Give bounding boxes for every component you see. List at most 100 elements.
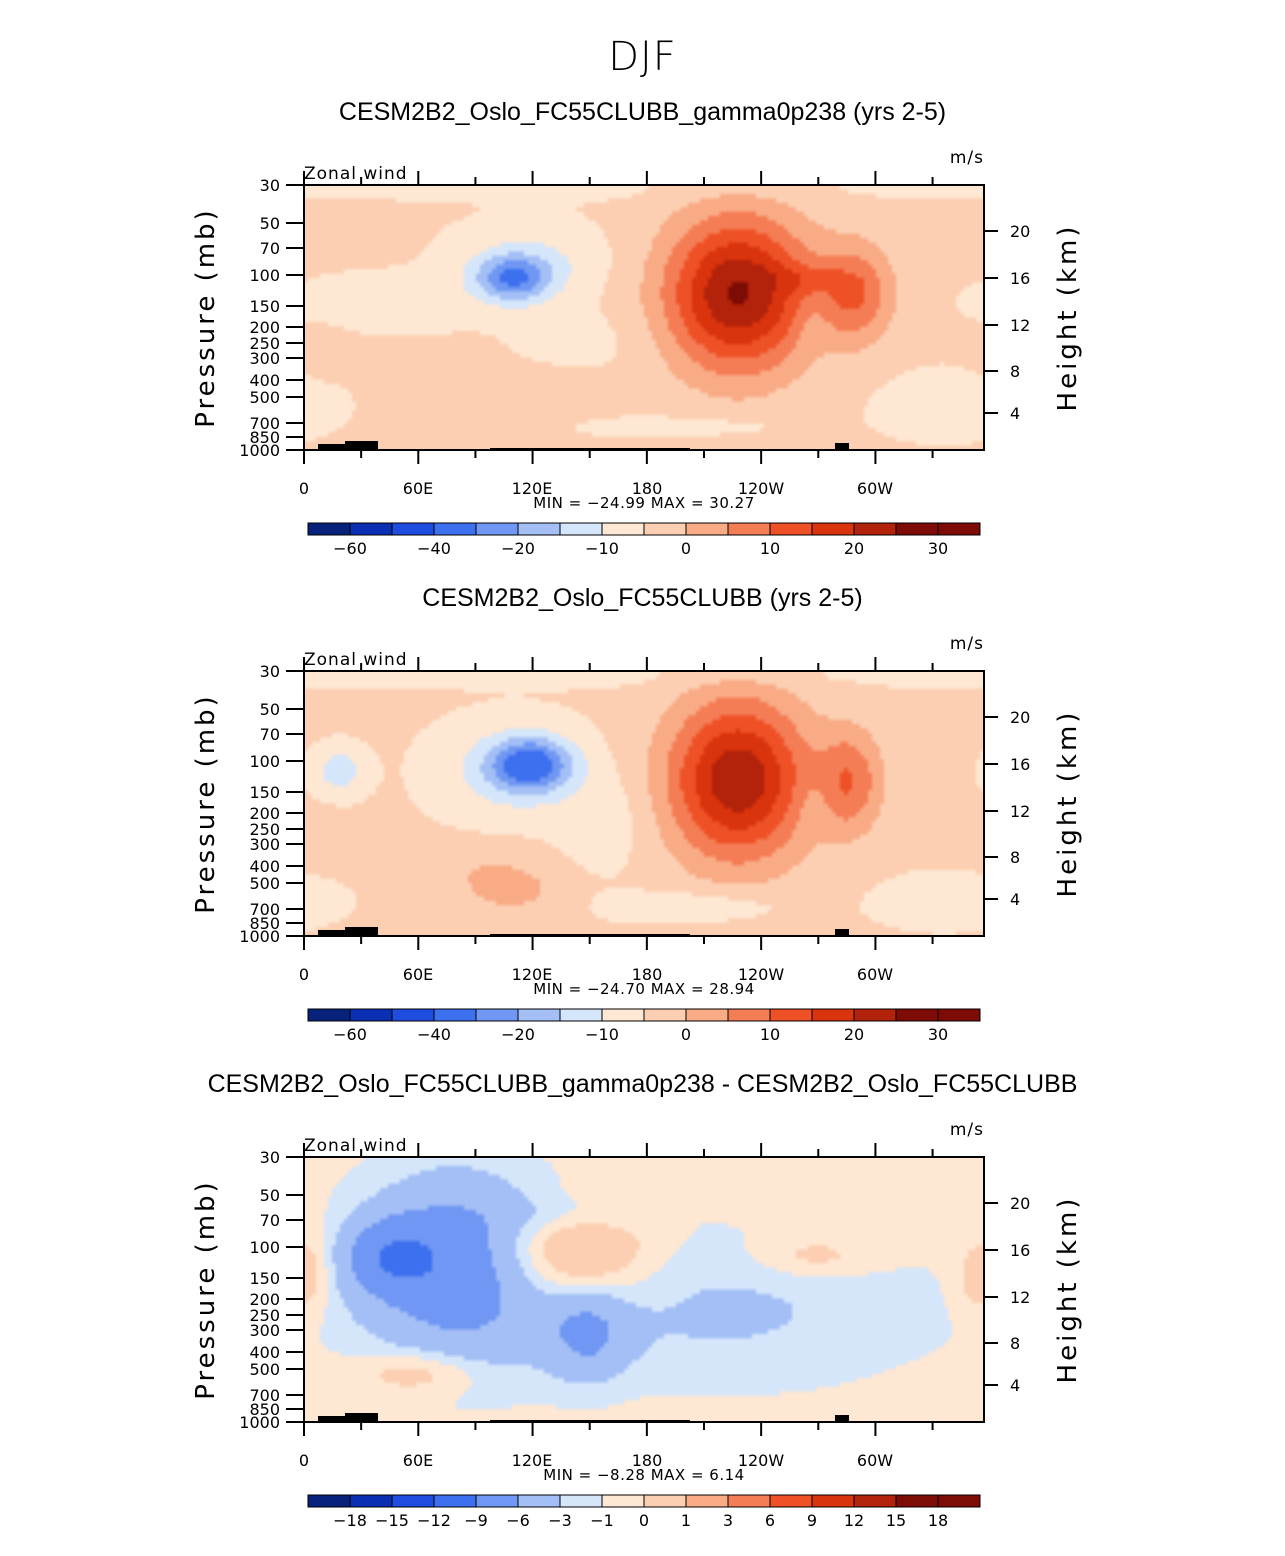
colorbar-label: 0 (681, 539, 691, 558)
y-tick-label: 30 (260, 176, 280, 195)
colorbar-box (601, 1008, 645, 1022)
colorbar-box (937, 522, 981, 536)
y-tick-label: 1000 (239, 1413, 280, 1432)
y2-tick-label: 20 (1010, 1194, 1030, 1213)
colorbar-label: 18 (928, 1511, 948, 1530)
x-tick-label: 120W (738, 1451, 785, 1470)
colorbar-box (391, 1008, 435, 1022)
colorbar-label: −10 (585, 1025, 619, 1044)
x-tick-label: 120E (512, 1451, 553, 1470)
units-label: m/s (950, 148, 984, 168)
contour-plot-middle: Zonal windm/s305070100150200250300400500… (191, 634, 1083, 1044)
colorbar-box (853, 522, 897, 536)
colorbar-box (475, 1494, 519, 1508)
y2-tick-label: 16 (1010, 269, 1030, 288)
colorbar-box (307, 522, 351, 536)
colorbar-label: −20 (501, 1025, 535, 1044)
y-tick-label: 850 (249, 428, 280, 447)
colorbar-label: −20 (501, 539, 535, 558)
colorbar-box (643, 1494, 687, 1508)
x-tick-label: 60W (857, 479, 893, 498)
y-tick-label: 400 (249, 857, 280, 876)
y-tick-label: 700 (249, 1386, 280, 1405)
colorbar-box (769, 1008, 813, 1022)
panel-title: CESM2B2_Oslo_FC55CLUBB_gamma0p238 (yrs 2… (338, 98, 947, 126)
y2-axis-title: Height (km) (1053, 1196, 1083, 1384)
colorbar-label: 20 (844, 539, 864, 558)
colorbar-box (643, 1008, 687, 1022)
contour-plot-bottom: Zonal windm/s305070100150200250300400500… (191, 1120, 1083, 1530)
contour-fill (304, 671, 984, 936)
y-tick-label: 300 (249, 1321, 280, 1340)
colorbar-box (937, 1494, 981, 1508)
y2-tick-label: 16 (1010, 755, 1030, 774)
y2-tick-label: 8 (1010, 848, 1020, 867)
y-tick-label: 30 (260, 662, 280, 681)
topography-andes (835, 929, 849, 936)
y2-tick-label: 20 (1010, 708, 1030, 727)
colorbar-label: 15 (886, 1511, 906, 1530)
colorbar-box (433, 1494, 477, 1508)
colorbar-box (853, 1008, 897, 1022)
colorbar-box (307, 1008, 351, 1022)
colorbar-label: 12 (844, 1511, 864, 1530)
y-tick-label: 200 (249, 804, 280, 823)
colorbar-box (349, 522, 393, 536)
plot-frame (303, 1156, 985, 1423)
y-tick-label: 200 (249, 318, 280, 337)
x-tick-label: 60E (403, 1451, 433, 1470)
colorbar-label: −15 (375, 1511, 409, 1530)
y-tick-label: 1000 (239, 927, 280, 946)
x-tick-label: 0 (299, 965, 309, 984)
y-tick-label: 250 (249, 1306, 280, 1325)
colorbar-box (769, 1494, 813, 1508)
y2-tick-label: 12 (1010, 1288, 1030, 1307)
y-axis-title: Pressure (mb) (191, 207, 221, 427)
panel-middle: CESM2B2_Oslo_FC55CLUBB (yrs 2-5) Zonal w… (0, 584, 1285, 1070)
y-tick-label: 300 (249, 349, 280, 368)
y2-tick-label: 8 (1010, 1334, 1020, 1353)
y2-tick-label: 12 (1010, 802, 1030, 821)
colorbar-box (433, 522, 477, 536)
colorbar-box (433, 1008, 477, 1022)
y-tick-label: 500 (249, 1360, 280, 1379)
y-tick-label: 700 (249, 414, 280, 433)
y-tick-label: 50 (260, 214, 280, 233)
panel-bottom: CESM2B2_Oslo_FC55CLUBB_gamma0p238 - CESM… (0, 1070, 1285, 1556)
topography-peak (345, 1413, 378, 1422)
colorbar-box (811, 1008, 855, 1022)
colorbar-label: 6 (765, 1511, 775, 1530)
colorbar-label: −9 (464, 1511, 488, 1530)
colorbar-box (811, 522, 855, 536)
colorbar-label: −1 (590, 1511, 614, 1530)
x-tick-label: 0 (299, 479, 309, 498)
y-tick-label: 50 (260, 700, 280, 719)
colorbar-label: 9 (807, 1511, 817, 1530)
units-label: m/s (950, 634, 984, 654)
topography-andes (835, 1415, 849, 1422)
x-tick-label: 60W (857, 1451, 893, 1470)
left-string: Zonal wind (304, 1136, 408, 1156)
colorbar-label: 1 (681, 1511, 691, 1530)
colorbar-label: 10 (760, 539, 780, 558)
x-tick-label: 180 (632, 965, 663, 984)
contour-fill (304, 185, 984, 450)
left-string: Zonal wind (304, 650, 408, 670)
panel-title: CESM2B2_Oslo_FC55CLUBB (yrs 2-5) (422, 584, 863, 612)
colorbar-box (349, 1494, 393, 1508)
x-tick-label: 60W (857, 965, 893, 984)
colorbar-box (937, 1008, 981, 1022)
colorbar-box (601, 522, 645, 536)
min-max-text: MIN = −8.28 MAX = 6.14 (543, 1466, 744, 1484)
y-tick-label: 50 (260, 1186, 280, 1205)
colorbar-label: −40 (417, 1025, 451, 1044)
y-tick-label: 150 (249, 297, 280, 316)
contour-fill (304, 1157, 984, 1422)
colorbar-label: −3 (548, 1511, 572, 1530)
colorbar-box (517, 1008, 561, 1022)
colorbar-box (475, 522, 519, 536)
y-axis-title: Pressure (mb) (191, 693, 221, 913)
colorbar-box (853, 1494, 897, 1508)
y2-tick-label: 20 (1010, 222, 1030, 241)
colorbar-box (391, 1494, 435, 1508)
